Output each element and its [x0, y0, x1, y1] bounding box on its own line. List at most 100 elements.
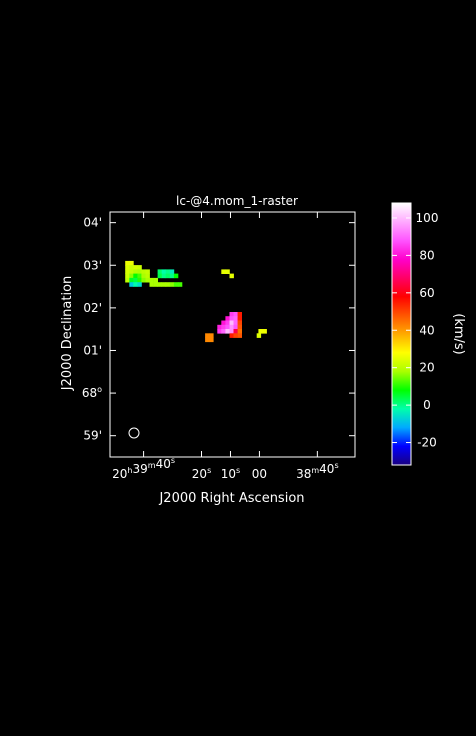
x-tick-labels: 20h39m40s 20s 10s 00 38m40s — [112, 456, 338, 481]
pixel — [129, 273, 134, 279]
pixel — [137, 282, 142, 287]
pixel — [145, 269, 150, 274]
y-tick-label: 59' — [83, 429, 102, 443]
colorbar-tick-label: 100 — [416, 211, 439, 225]
y-tick-label: 01' — [83, 343, 102, 357]
y-tick-label: 02' — [83, 301, 102, 315]
pixel — [205, 333, 210, 338]
pixel — [229, 273, 234, 279]
pixel — [125, 277, 130, 283]
pixel — [209, 337, 214, 343]
pixel — [145, 273, 150, 279]
pixel — [237, 329, 242, 334]
colorbar-ticks: 100 80 60 40 20 0 -20 — [392, 211, 438, 450]
pixel — [169, 273, 175, 279]
axis-ticks — [110, 212, 355, 457]
pixel — [229, 329, 234, 334]
pixel — [141, 269, 146, 274]
pixel — [233, 320, 238, 326]
pixel — [133, 265, 138, 270]
pixel — [137, 277, 142, 283]
beam-circle — [128, 427, 140, 439]
pixel — [161, 269, 167, 274]
pixel — [133, 273, 138, 279]
pixel — [125, 273, 130, 279]
pixel — [233, 324, 238, 330]
pixel — [165, 273, 171, 279]
y-axis-label: J2000 Declination — [60, 276, 75, 392]
pixel — [145, 277, 150, 283]
pixel — [225, 324, 230, 330]
pixel — [129, 269, 134, 274]
pixel — [229, 316, 234, 321]
pixel — [229, 333, 234, 338]
pixel — [258, 329, 263, 334]
pixel — [173, 282, 179, 287]
pixel — [137, 269, 142, 274]
velocity-pixels — [125, 260, 267, 343]
pixel — [129, 265, 134, 270]
pixel — [165, 282, 171, 287]
pixel — [233, 316, 238, 321]
y-tick-label: 03' — [83, 258, 102, 272]
pixel — [161, 273, 167, 279]
pixel — [153, 282, 158, 287]
x-tick-label: 00 — [252, 467, 267, 481]
pixel — [133, 269, 138, 274]
x-tick-label: 10s — [221, 466, 240, 481]
pixel — [229, 324, 234, 330]
pixel — [141, 277, 146, 283]
pixel — [229, 320, 234, 326]
pixel — [165, 269, 171, 274]
pixel — [217, 329, 222, 334]
colorbar-tick-label: 20 — [419, 361, 434, 375]
pixel — [129, 277, 134, 283]
colorbar-tick-label: 60 — [419, 286, 434, 300]
colorbar-tick-label: 40 — [419, 323, 434, 337]
pixel — [237, 312, 242, 317]
pixel — [177, 282, 183, 287]
pixel — [169, 282, 175, 287]
pixel — [221, 269, 226, 274]
pixel — [125, 265, 130, 270]
pixel — [256, 333, 262, 338]
colorbar-tick-label: 0 — [423, 398, 431, 412]
pixel — [237, 320, 242, 326]
y-tick-labels: 04' 03' 02' 01' 68o 59' — [82, 216, 102, 443]
pixel — [209, 333, 214, 338]
x-tick-label: 38m40s — [296, 461, 339, 481]
pixel — [125, 260, 130, 266]
pixel — [137, 273, 142, 279]
colorbar-tick-label: -20 — [417, 436, 437, 450]
pixel — [225, 329, 230, 334]
pixel — [237, 316, 242, 321]
pixel — [229, 312, 234, 317]
pixel — [217, 324, 222, 330]
pixel — [129, 282, 134, 287]
y-tick-label: 04' — [83, 216, 102, 230]
pixel — [221, 329, 226, 334]
pixel — [133, 277, 138, 283]
pixel — [157, 273, 162, 279]
chart-title: lc-@4.mom_1-raster — [176, 194, 298, 208]
pixel — [157, 282, 162, 287]
pixel — [221, 324, 226, 330]
pixel — [225, 269, 230, 274]
pixel — [161, 282, 167, 287]
y-tick-label: 68o — [82, 385, 102, 400]
colorbar — [391, 202, 412, 466]
pixel — [149, 282, 154, 287]
pixel — [149, 277, 154, 283]
pixel — [137, 265, 142, 270]
pixel — [233, 312, 238, 317]
pixel — [169, 269, 175, 274]
pixel — [237, 324, 242, 330]
pixel — [173, 273, 179, 279]
pixel — [262, 329, 267, 334]
pixel — [233, 329, 238, 334]
pixel — [133, 282, 138, 287]
x-tick-label: 20h39m40s — [112, 456, 175, 481]
colorbar-tick-label: 80 — [419, 248, 434, 262]
pixel — [141, 273, 146, 279]
